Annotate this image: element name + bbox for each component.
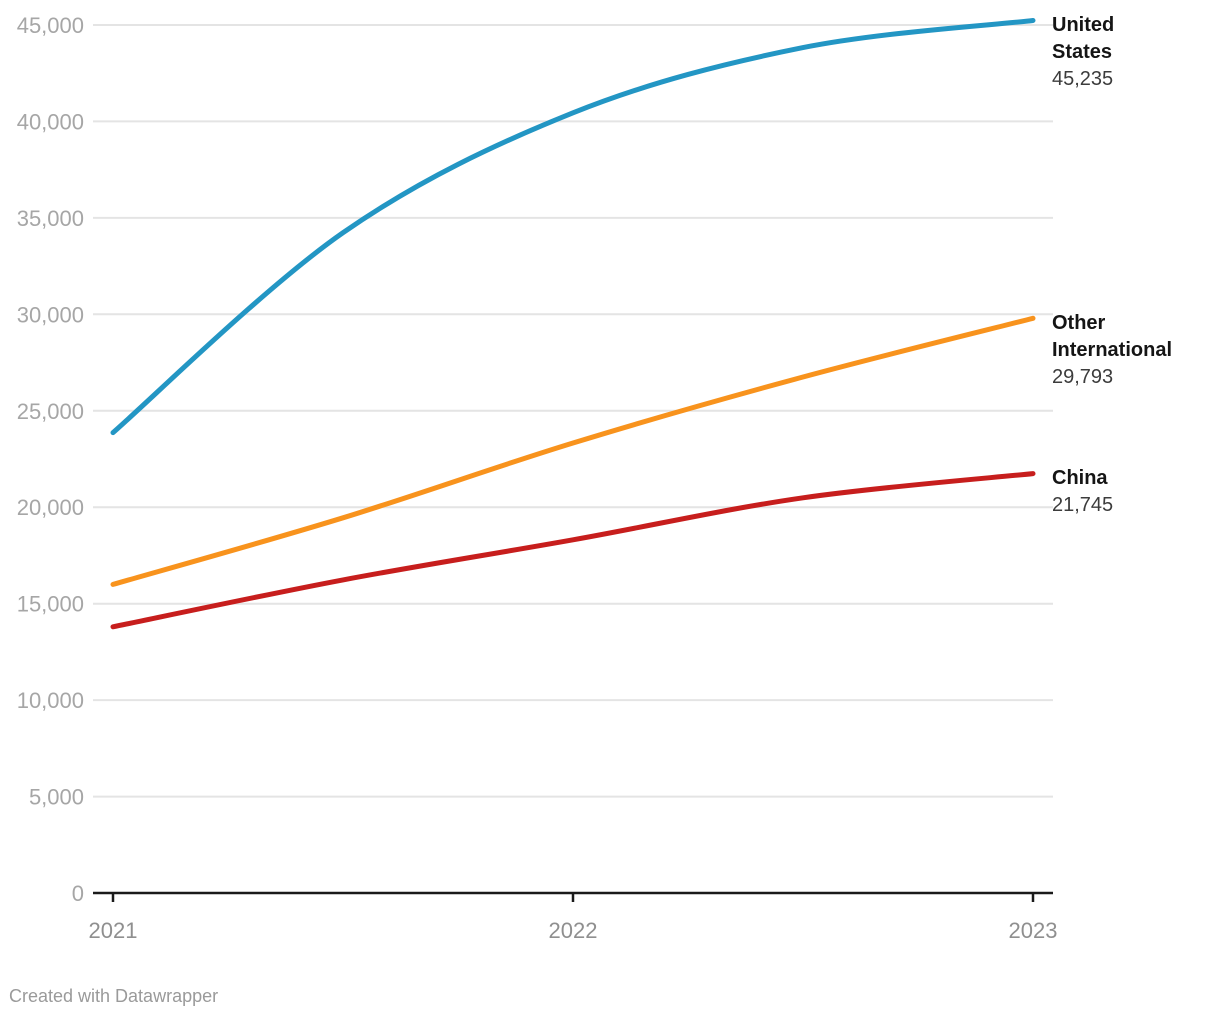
attribution: Created with Datawrapper <box>9 986 219 1006</box>
y-tick-label-0: 0 <box>72 881 84 906</box>
y-tick-label-20000: 20,000 <box>17 495 84 520</box>
series-line-china[interactable] <box>110 471 1036 630</box>
y-tick-label-25000: 25,000 <box>17 399 84 424</box>
y-tick-label-30000: 30,000 <box>17 302 84 327</box>
y-tick-label-45000: 45,000 <box>17 13 84 38</box>
series-end-value: 29,793 <box>1052 366 1114 388</box>
series-line-united-states[interactable] <box>110 18 1036 436</box>
series-label-other-international: Other International 29,793 <box>1052 310 1172 391</box>
y-tick-label-15000: 15,000 <box>17 592 84 617</box>
y-tick-label-5000: 5,000 <box>29 785 84 810</box>
series-label-united-states: United States 45,235 <box>1052 12 1114 93</box>
series-name-line: States <box>1052 41 1113 63</box>
series-name-line: Other <box>1052 312 1106 334</box>
series-name-line: China <box>1052 467 1108 489</box>
series-line-other-international[interactable] <box>110 315 1036 587</box>
series-label-china: China 21,745 <box>1052 465 1113 519</box>
series-name-line: International <box>1052 339 1173 361</box>
y-tick-label-10000: 10,000 <box>17 688 84 713</box>
series-name-line: United <box>1052 14 1115 36</box>
x-tick-label-2022: 2022 <box>549 918 598 943</box>
y-tick-label-40000: 40,000 <box>17 109 84 134</box>
x-tick-label-2023: 2023 <box>1009 918 1058 943</box>
series-end-value: 45,235 <box>1052 68 1114 90</box>
series-end-value: 21,745 <box>1052 494 1114 516</box>
y-tick-label-35000: 35,000 <box>17 206 84 231</box>
x-tick-label-2021: 2021 <box>89 918 138 943</box>
